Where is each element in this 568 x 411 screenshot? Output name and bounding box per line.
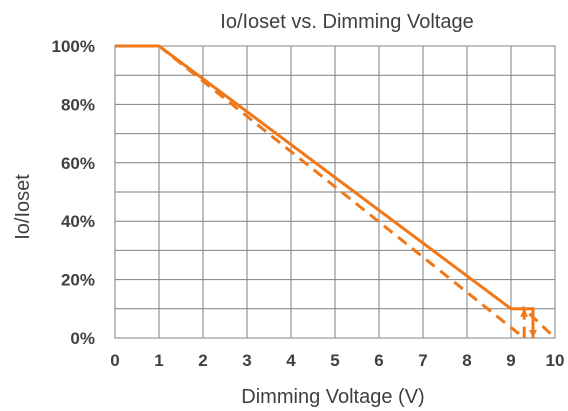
arrow-down-icon — [529, 330, 537, 338]
x-axis-label: Dimming Voltage (V) — [241, 386, 424, 408]
plot-frame — [114, 45, 556, 339]
y-tick-label: 80% — [61, 95, 95, 114]
y-axis-label: Io/Ioset — [12, 174, 34, 240]
y-tick-label: 0% — [70, 329, 95, 348]
x-tick-label: 4 — [286, 351, 296, 370]
y-tick-label: 60% — [61, 154, 95, 173]
chart-title: Io/Ioset vs. Dimming Voltage — [220, 11, 473, 33]
x-tick-label: 0 — [110, 351, 119, 370]
x-tick-label: 2 — [198, 351, 207, 370]
y-tick-label: 100% — [52, 37, 95, 56]
x-tick-label: 6 — [374, 351, 383, 370]
x-tick-label: 7 — [418, 351, 427, 370]
x-tick-label: 9 — [506, 351, 515, 370]
x-tick-label: 5 — [330, 351, 339, 370]
arrow-up-icon — [520, 308, 529, 317]
x-tick-label: 3 — [242, 351, 251, 370]
x-tick-label: 1 — [154, 351, 163, 370]
x-tick-label: 10 — [546, 351, 565, 370]
y-tick-label: 20% — [61, 271, 95, 290]
x-tick-label: 8 — [462, 351, 471, 370]
y-tick-label: 40% — [61, 212, 95, 231]
plot-area: 0 1 2 3 4 5 6 7 8 9 100%20%40%60%80%100% — [52, 37, 565, 370]
